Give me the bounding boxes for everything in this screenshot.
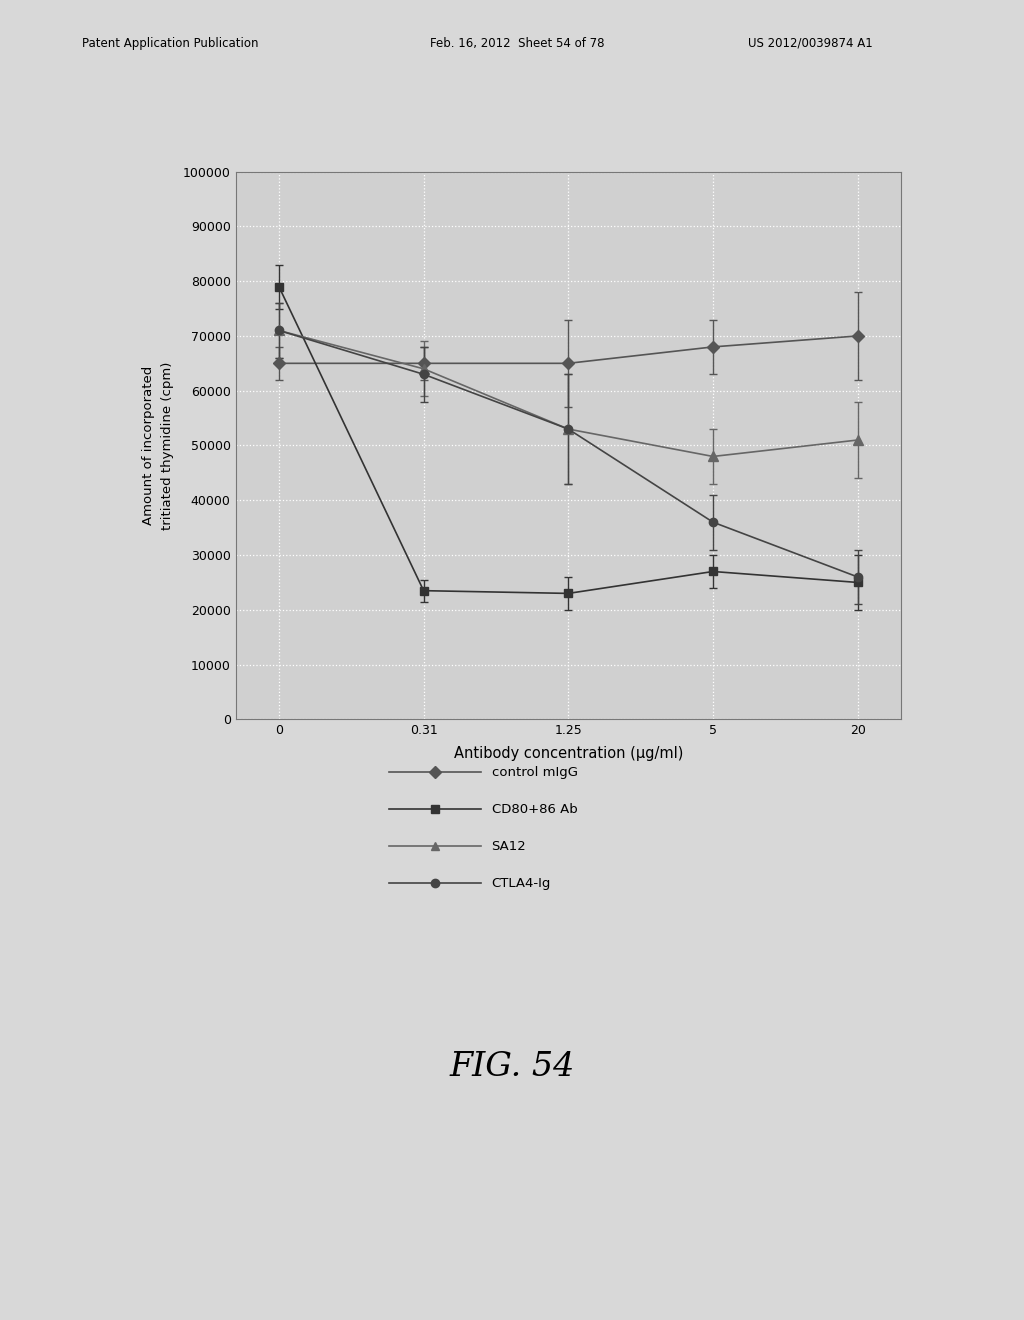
Text: CTLA4-Ig: CTLA4-Ig [492, 876, 551, 890]
Text: SA12: SA12 [492, 840, 526, 853]
X-axis label: Antibody concentration (μg/ml): Antibody concentration (μg/ml) [454, 746, 683, 760]
Y-axis label: Amount of incorporated
tritiated thymidine (cpm): Amount of incorporated tritiated thymidi… [142, 362, 174, 529]
Text: Patent Application Publication: Patent Application Publication [82, 37, 258, 50]
Text: Feb. 16, 2012  Sheet 54 of 78: Feb. 16, 2012 Sheet 54 of 78 [430, 37, 604, 50]
Text: US 2012/0039874 A1: US 2012/0039874 A1 [748, 37, 872, 50]
Text: FIG. 54: FIG. 54 [450, 1051, 574, 1082]
Text: control mIgG: control mIgG [492, 766, 578, 779]
Text: CD80+86 Ab: CD80+86 Ab [492, 803, 578, 816]
